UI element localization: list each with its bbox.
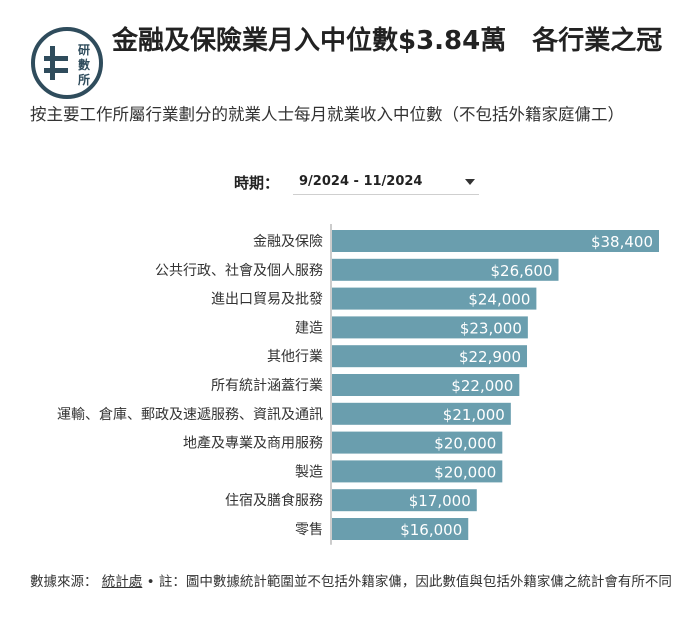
bar-chart: 金融及保險 $38,400 公共行政、社會及個人服務 $26,600 進出口貿易及批發 $…	[57, 224, 659, 545]
source-link[interactable]: 統計處	[101, 574, 143, 590]
data-label: $17,000	[409, 492, 471, 510]
svg-text:所: 所	[78, 72, 90, 87]
bar[interactable]	[332, 316, 528, 339]
data-label: $20,000	[434, 463, 496, 481]
svg-text:研: 研	[78, 43, 90, 57]
data-label: $26,600	[490, 262, 552, 280]
period-dropdown[interactable]: 9/2024 - 11/2024	[293, 169, 480, 195]
chart-title: 金融及保險業月入中位數$3.84萬 各行業之冠	[112, 26, 663, 56]
category-label: 住宿及膳食服務	[225, 492, 323, 509]
data-label: $20,000	[434, 435, 496, 453]
source-note: 數據來源： 統計處 • 註：圖中數據統計範圍並不包括外籍家傭，因此數值與包括外籍…	[30, 572, 680, 592]
category-label: 進出口貿易及批發	[211, 292, 323, 308]
logo-icon: 研 數 所	[31, 27, 103, 99]
category-label: 所有統計涵蓋行業	[211, 378, 323, 394]
chevron-down-icon[interactable]	[465, 178, 476, 185]
header: 研 數 所 金融及保險業月入中位數$3.84萬 各行業之冠	[30, 20, 680, 100]
bar[interactable]	[332, 489, 477, 512]
bar[interactable]	[332, 518, 469, 540]
bar[interactable]	[332, 431, 503, 454]
period-filter: 時期： 9/2024 - 11/2024	[234, 169, 480, 195]
bar[interactable]	[332, 374, 520, 396]
data-label: $23,000	[460, 319, 522, 337]
category-label: 其他行業	[267, 349, 323, 365]
category-label: 零售	[295, 522, 323, 538]
bar[interactable]	[332, 230, 659, 252]
footnote: • 註：圖中數據統計範圍並不包括外籍家傭，因此數值與包括外籍家傭之統計會有所不同	[146, 574, 672, 590]
svg-text:數: 數	[78, 57, 90, 72]
data-label: $16,000	[400, 521, 462, 539]
bar[interactable]	[332, 402, 511, 425]
bar[interactable]	[332, 460, 503, 483]
data-label: $38,400	[591, 233, 653, 251]
category-label: 製造	[295, 464, 323, 480]
chart-subtitle: 按主要工作所屬行業劃分的就業人士每月就業收入中位數（不包括外籍家庭傭工）	[30, 105, 624, 124]
data-label: $22,900	[459, 348, 521, 366]
data-label: $24,000	[468, 291, 530, 309]
category-label: 建造	[295, 320, 323, 336]
category-label: 運輸、倉庫、郵政及速遞服務、資訊及通訊	[57, 406, 323, 423]
bar[interactable]	[332, 345, 528, 368]
category-label: 公共行政、社會及個人服務	[155, 263, 323, 279]
data-label: $22,000	[451, 377, 513, 395]
bar[interactable]	[332, 287, 537, 310]
category-label: 地產及專業及商用服務	[183, 435, 323, 452]
data-label: $21,000	[443, 406, 505, 424]
category-label: 金融及保險	[253, 234, 323, 250]
period-label: 時期：	[234, 173, 280, 192]
bar[interactable]	[332, 258, 559, 281]
source-label: 數據來源：	[30, 574, 98, 590]
period-selected-value: 9/2024 - 11/2024	[299, 174, 423, 189]
